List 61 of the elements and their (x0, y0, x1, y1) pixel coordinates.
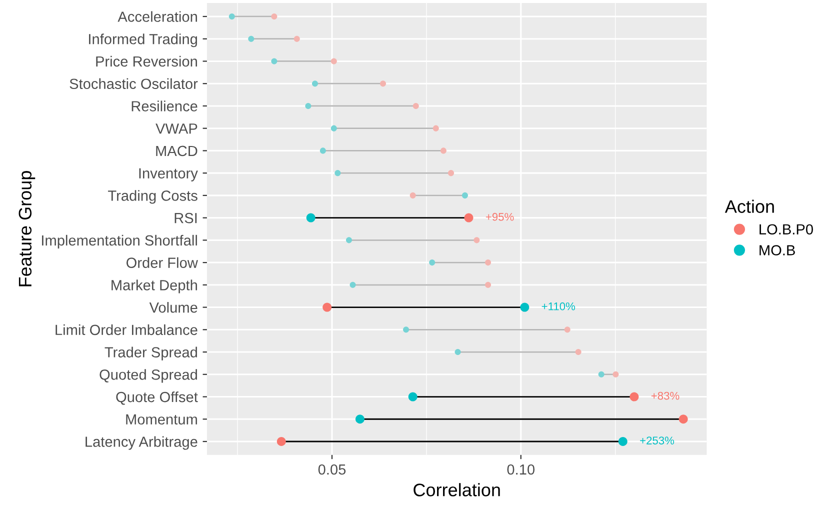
y-tick-label: VWAP (156, 124, 198, 134)
x-axis-title: Correlation (414, 483, 500, 496)
point (248, 36, 254, 42)
x-tick-label: 0.05 (318, 464, 346, 475)
point (448, 170, 454, 176)
point (429, 260, 436, 266)
y-tick-label: MACD (156, 146, 198, 156)
legend-title: Action (724, 200, 774, 213)
y-tick-label: Resilience (132, 100, 198, 112)
y-tick-label: Order Flow (126, 257, 198, 268)
y-tick-label: Informed Trading (89, 34, 197, 48)
annotation: +95% (486, 212, 514, 221)
point (330, 58, 337, 64)
y-tick-label: Latency Arbitrage (86, 436, 198, 450)
point (403, 326, 410, 333)
point (564, 326, 570, 333)
x-tick-label: 0.10 (507, 464, 535, 475)
y-tick-label: Quote Offset (116, 391, 198, 405)
point (474, 237, 480, 244)
point (454, 349, 461, 356)
point (350, 282, 356, 288)
y-tick-label: Market Depth (112, 280, 197, 294)
legend-label: LO.B.P0 (760, 224, 813, 235)
point (598, 371, 604, 378)
point (575, 349, 582, 356)
y-tick-label: Trading Costs (108, 190, 198, 204)
point (462, 192, 468, 198)
point (294, 36, 300, 42)
point (305, 102, 312, 109)
y-axis-title: Feature Group (18, 171, 36, 286)
point (485, 260, 492, 266)
y-tick-label: Volume (149, 302, 198, 313)
annotation: +110% (542, 302, 576, 310)
y-tick-label: RSI (174, 212, 197, 224)
legend-label: MO.B (760, 245, 795, 256)
y-tick-label: Price Reversion (96, 56, 197, 67)
y-tick-label: Quoted Spread (100, 369, 197, 383)
point (380, 80, 386, 87)
point (440, 148, 446, 154)
point (412, 102, 419, 109)
y-tick-label: Stochastic Oscilator (70, 78, 198, 90)
point (271, 58, 278, 64)
annotation: +83% (651, 392, 680, 400)
point (334, 170, 341, 176)
point (346, 237, 352, 244)
point (271, 13, 278, 20)
point (410, 192, 416, 198)
point (312, 80, 318, 87)
y-tick-label: Limit Order Imbalance (56, 324, 198, 336)
annotation: +253% (640, 436, 674, 444)
point (320, 148, 326, 154)
y-tick-label: Trader Spread (104, 346, 197, 360)
y-tick-label: Inventory (139, 168, 198, 182)
y-tick-label: Implementation Shortfall (42, 234, 197, 248)
point (612, 371, 619, 378)
y-tick-label: Momentum (126, 414, 197, 425)
point (228, 13, 235, 20)
point (330, 125, 337, 132)
y-tick-label: Acceleration (118, 11, 197, 22)
point (432, 125, 439, 132)
point (485, 282, 492, 288)
